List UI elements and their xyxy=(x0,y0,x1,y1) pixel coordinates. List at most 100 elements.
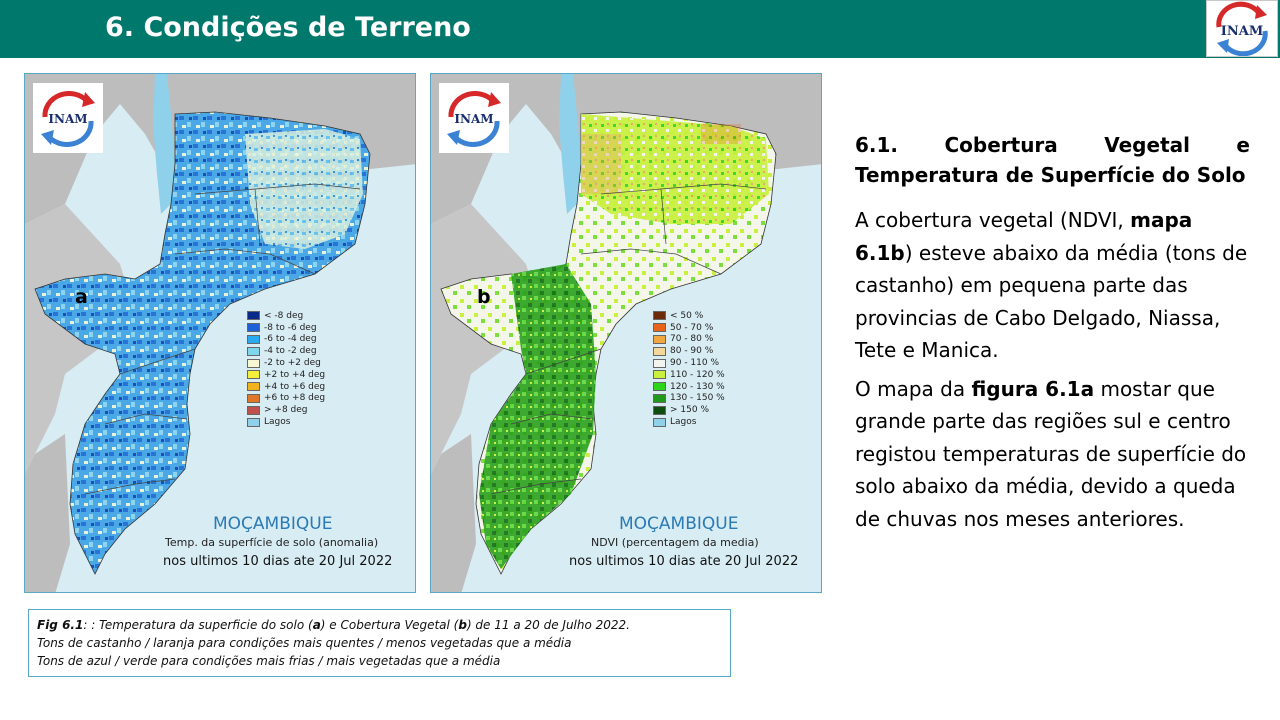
legend-label: Lagos xyxy=(264,417,291,428)
legend-entry: -8 to -6 deg xyxy=(247,322,325,334)
legend-swatch xyxy=(653,334,666,344)
legend-label: < -8 deg xyxy=(264,310,304,321)
legend-entry: > 150 % xyxy=(653,404,725,416)
mozambique-temperature-map xyxy=(25,74,415,592)
legend-label: > 150 % xyxy=(670,405,709,416)
legend-ndvi: < 50 % 50 - 70 % 70 - 80 % 80 - 90 % 90 - 11… xyxy=(653,310,725,428)
legend-entry: > +8 deg xyxy=(247,404,325,416)
map-period: nos ultimos 10 dias ate 20 Jul 2022 xyxy=(569,554,799,569)
legend-swatch xyxy=(247,393,260,403)
inam-panel-logo: INAM xyxy=(439,83,509,153)
legend-swatch xyxy=(247,405,260,415)
legend-entry: +4 to +6 deg xyxy=(247,381,325,393)
legend-label: 110 - 120 % xyxy=(670,369,725,380)
legend-swatch xyxy=(247,417,260,427)
caption-line-3: Tons de azul / verde para condições mais… xyxy=(37,654,501,668)
description-text: 6.1. Cobertura Vegetal e Temperatura de … xyxy=(855,130,1250,541)
page-title: 6. Condições de Terreno xyxy=(105,12,471,43)
legend-entry: 70 - 80 % xyxy=(653,334,725,346)
legend-swatch xyxy=(653,405,666,415)
map-subtitle: Temp. da superfície de solo (anomalia) xyxy=(165,536,379,549)
legend-entry: < -8 deg xyxy=(247,310,325,322)
header-bar: 6. Condições de Terreno INAM xyxy=(0,0,1280,58)
para-text: mostar que grande parte das regiões sul … xyxy=(855,376,1247,531)
legend-entry: -2 to +2 deg xyxy=(247,357,325,369)
legend-entry: 110 - 120 % xyxy=(653,369,725,381)
legend-swatch xyxy=(653,393,666,403)
para-bold: mapa 6.1b xyxy=(855,208,1193,265)
legend-label: < 50 % xyxy=(670,310,704,321)
map-panel-temperature: INAM a < -8 deg -8 to -6 deg -6 to -4 deg -… xyxy=(24,73,416,593)
legend-swatch xyxy=(247,323,260,333)
inam-logo-icon: INAM xyxy=(1216,1,1268,57)
legend-swatch xyxy=(247,370,260,380)
inam-logo: INAM xyxy=(1206,0,1278,57)
para-text: A cobertura vegetal (NDVI, xyxy=(855,208,1131,232)
para-text: O mapa da xyxy=(855,376,972,401)
inam-panel-logo: INAM xyxy=(33,83,103,153)
legend-entry: 50 - 70 % xyxy=(653,322,725,334)
caption-bold-a: a xyxy=(312,618,321,632)
para-bold: figura 6.1a xyxy=(971,376,1095,401)
legend-entry: 130 - 150 % xyxy=(653,393,725,405)
map-subtitle: NDVI (percentagem da media) xyxy=(591,536,759,549)
legend-entry: 90 - 110 % xyxy=(653,357,725,369)
panel-letter-a: a xyxy=(75,286,88,308)
caption-bold-b: b xyxy=(458,618,467,632)
caption-line-2: Tons de castanho / laranja para condiçõe… xyxy=(37,636,572,650)
svg-text:INAM: INAM xyxy=(454,112,493,126)
legend-label: 120 - 130 % xyxy=(670,381,725,392)
legend-entry: < 50 % xyxy=(653,310,725,322)
legend-swatch xyxy=(247,358,260,368)
legend-label: +2 to +4 deg xyxy=(264,369,326,380)
legend-entry: -4 to -2 deg xyxy=(247,345,325,357)
legend-label: +6 to +8 deg xyxy=(264,393,326,404)
legend-entry: +6 to +8 deg xyxy=(247,393,325,405)
svg-text:INAM: INAM xyxy=(48,112,87,126)
para-text: ) esteve abaixo da média (tons de castan… xyxy=(855,240,1248,363)
legend-label: 80 - 90 % xyxy=(670,346,714,357)
legend-swatch xyxy=(653,382,666,392)
caption-figure-ref: Fig 6.1 xyxy=(37,618,84,632)
legend-label: -8 to -6 deg xyxy=(264,322,317,333)
svg-text:INAM: INAM xyxy=(1221,24,1263,39)
panel-letter-b: b xyxy=(477,286,491,308)
legend-swatch xyxy=(653,311,666,321)
heading-word: 6.1. xyxy=(855,133,899,157)
paragraph-ndvi: A cobertura vegetal (NDVI, mapa 6.1b) es… xyxy=(855,204,1250,367)
heading-word: e xyxy=(1236,133,1250,157)
legend-label: 130 - 150 % xyxy=(670,393,725,404)
map-panel-ndvi: INAM b < 50 % 50 - 70 % 70 - 80 % 80 - 90 %… xyxy=(430,73,822,593)
legend-label: Lagos xyxy=(670,417,697,428)
legend-swatch xyxy=(653,417,666,427)
legend-entry: Lagos xyxy=(653,416,725,428)
legend-entry: +2 to +4 deg xyxy=(247,369,325,381)
legend-entry: 120 - 130 % xyxy=(653,381,725,393)
legend-label: -6 to -4 deg xyxy=(264,334,317,345)
legend-label: 70 - 80 % xyxy=(670,334,714,345)
caption-line-1: Fig 6.1: : Temperatura da superficie do … xyxy=(37,616,722,634)
legend-temperature: < -8 deg -8 to -6 deg -6 to -4 deg -4 to -2… xyxy=(247,310,325,428)
heading-word: Vegetal xyxy=(1104,133,1190,157)
legend-swatch xyxy=(247,346,260,356)
legend-label: 90 - 110 % xyxy=(670,358,720,369)
inam-logo-icon: INAM xyxy=(447,91,501,147)
legend-label: +4 to +6 deg xyxy=(264,381,326,392)
heading-word: Cobertura xyxy=(944,133,1058,157)
legend-label: -4 to -2 deg xyxy=(264,346,317,357)
country-label: MOÇAMBIQUE xyxy=(619,514,739,534)
legend-swatch xyxy=(653,346,666,356)
legend-swatch xyxy=(247,334,260,344)
legend-swatch xyxy=(653,358,666,368)
map-period: nos ultimos 10 dias ate 20 Jul 2022 xyxy=(163,554,393,569)
paragraph-temperature: O mapa da figura 6.1a mostar que grande … xyxy=(855,373,1250,536)
section-heading: 6.1. Cobertura Vegetal e Temperatura de … xyxy=(855,130,1250,190)
heading-line-2: Temperatura de Superfície do Solo xyxy=(855,163,1246,187)
legend-label: > +8 deg xyxy=(264,405,308,416)
legend-label: -2 to +2 deg xyxy=(264,358,321,369)
caption-text: ) de 11 a 20 de Julho 2022. xyxy=(466,618,630,632)
inam-logo-icon: INAM xyxy=(41,91,95,147)
legend-label: 50 - 70 % xyxy=(670,322,714,333)
legend-swatch xyxy=(247,311,260,321)
caption-text: : : Temperatura da superficie do solo ( xyxy=(83,618,313,632)
